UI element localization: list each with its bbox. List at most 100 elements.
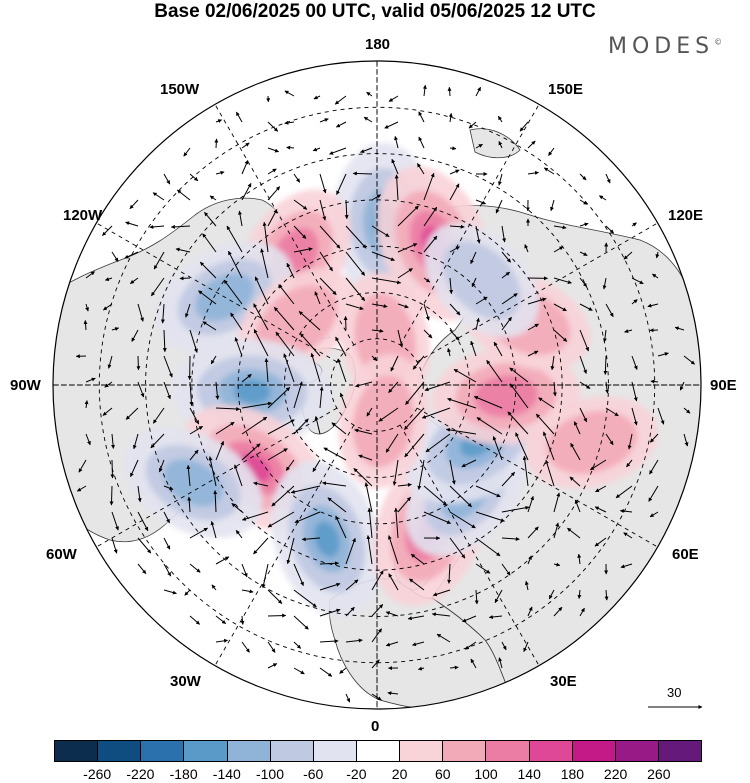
wind-vector: [679, 381, 685, 391]
wind-vector: [267, 419, 295, 435]
brand-mark: ©: [714, 37, 723, 47]
wind-vector: [366, 91, 373, 97]
wind-vector: [241, 641, 250, 653]
wind-vector: [179, 276, 191, 281]
wind-vector: [209, 195, 217, 201]
wind-vector: [425, 433, 451, 453]
wind-vector: [284, 120, 295, 125]
wind-vector: [579, 381, 591, 389]
wind-vector: [125, 221, 139, 227]
wind-vector: [267, 186, 281, 201]
wind-vector: [313, 95, 321, 100]
wind-vector: [475, 537, 501, 557]
wind-vector: [384, 121, 399, 129]
wind-vector: [553, 246, 564, 253]
wind-vector: [345, 693, 351, 703]
wind-vector: [623, 532, 633, 539]
wind-vector: [85, 433, 91, 446]
wind-vector: [335, 515, 347, 539]
colorbar-tick-label: -20: [346, 766, 367, 782]
wind-vector: [189, 527, 208, 539]
wind-vector: [527, 323, 539, 331]
wind-vector: [605, 381, 610, 394]
colorbar-tick-label: -60: [303, 766, 324, 782]
wind-vector: [431, 612, 451, 617]
wind-vector: [130, 459, 139, 478]
colorbar: [54, 740, 702, 762]
wind-vector: [418, 136, 425, 149]
wind-vector: [319, 667, 333, 677]
colorbar-tick-label: 100: [474, 766, 498, 782]
wind-vector: [176, 189, 191, 201]
wind-vector: [550, 199, 555, 212]
wind-vector: [337, 358, 347, 383]
wind-vector: [385, 641, 399, 647]
wind-vector: [501, 641, 507, 651]
wind-vector: [519, 121, 529, 132]
wind-vector: [655, 251, 660, 259]
wind-vector: [461, 459, 477, 468]
wind-vector: [84, 400, 89, 409]
wind-vector: [387, 691, 399, 696]
wind-vector: [595, 485, 607, 493]
wind-vector: [213, 490, 218, 513]
wind-vector: [299, 333, 321, 357]
wind-vector: [293, 173, 301, 183]
wind-vector: [345, 537, 356, 565]
wind-vector: [619, 509, 633, 514]
wind-vector: [397, 268, 413, 279]
wind-vector: [423, 303, 430, 321]
wind-vector: [198, 290, 217, 305]
wind-vector: [657, 407, 665, 425]
wind-vector: [574, 499, 581, 513]
colorbar-swatch: [184, 741, 228, 761]
wind-vector: [423, 277, 431, 283]
reference-vector-label: 30: [667, 685, 682, 700]
wind-vector: [103, 303, 113, 311]
wind-vector: [570, 442, 581, 461]
wind-vector: [319, 277, 337, 296]
wind-vector: [125, 407, 139, 420]
meridian-line: [96, 407, 338, 548]
wind-vector: [253, 537, 269, 555]
meridian-line: [399, 104, 540, 346]
wind-vector: [553, 225, 567, 230]
wind-vector: [447, 347, 451, 357]
wind-vector: [293, 641, 302, 649]
wind-vector: [267, 641, 276, 653]
wind-vector: [449, 485, 472, 508]
wind-vector: [241, 182, 252, 201]
wind-vector: [548, 589, 555, 600]
wind-vector: [327, 497, 347, 513]
wind-vector: [273, 307, 295, 331]
wind-vector: [507, 411, 529, 435]
wind-vector: [267, 663, 278, 669]
wind-vector: [579, 251, 588, 256]
wind-vector: [275, 331, 295, 357]
wind-vector: [390, 355, 399, 372]
wind-vector: [579, 277, 588, 288]
wind-vector: [163, 173, 171, 185]
wind-vector: [314, 291, 321, 305]
wind-vector: [579, 199, 588, 205]
wind-vector: [577, 553, 582, 565]
wind-vector: [501, 471, 516, 487]
wind-vector: [175, 247, 191, 253]
wind-vector: [470, 340, 477, 357]
wind-vector: [345, 579, 359, 591]
wind-vector: [110, 459, 115, 479]
wind-vector: [388, 381, 399, 393]
wind-vector: [261, 563, 269, 589]
meridian-line: [399, 424, 540, 666]
wind-vector: [475, 485, 501, 498]
wind-vector: [501, 563, 511, 576]
wind-vector: [267, 147, 280, 153]
wind-vector: [468, 121, 477, 129]
wind-vector: [111, 537, 118, 554]
wind-vector: [527, 297, 547, 305]
wind-vector: [475, 86, 481, 97]
wind-vector: [278, 284, 295, 305]
wind-vector: [624, 329, 633, 333]
wind-vector: [605, 407, 619, 417]
wind-vector: [241, 589, 254, 594]
